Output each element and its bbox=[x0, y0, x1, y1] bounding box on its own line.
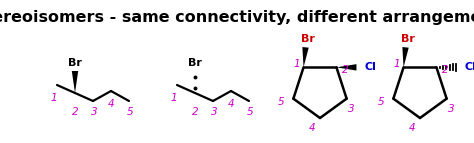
Text: 1: 1 bbox=[293, 59, 300, 69]
Text: 2: 2 bbox=[191, 107, 198, 117]
Text: Stereoisomers - same connectivity, different arrangement: Stereoisomers - same connectivity, diffe… bbox=[0, 10, 474, 25]
Text: Br: Br bbox=[301, 34, 314, 44]
Text: 2: 2 bbox=[72, 107, 78, 117]
Text: 4: 4 bbox=[108, 99, 114, 109]
Text: 4: 4 bbox=[228, 99, 234, 109]
Text: 5: 5 bbox=[378, 97, 385, 107]
Text: 4: 4 bbox=[409, 123, 415, 133]
Text: Cl: Cl bbox=[465, 62, 474, 72]
Text: 3: 3 bbox=[348, 104, 355, 114]
Text: 2: 2 bbox=[442, 65, 449, 75]
Text: 3: 3 bbox=[448, 104, 455, 114]
Text: 5: 5 bbox=[246, 107, 253, 117]
Text: 3: 3 bbox=[210, 107, 217, 117]
Text: 3: 3 bbox=[91, 107, 97, 117]
Text: 1: 1 bbox=[393, 59, 400, 69]
Text: 5: 5 bbox=[278, 97, 285, 107]
Text: 5: 5 bbox=[127, 107, 133, 117]
Text: 2: 2 bbox=[342, 65, 349, 75]
Polygon shape bbox=[72, 71, 78, 93]
Text: Br: Br bbox=[188, 58, 202, 68]
Text: 1: 1 bbox=[51, 93, 57, 103]
Polygon shape bbox=[337, 64, 356, 70]
Text: 4: 4 bbox=[309, 123, 315, 133]
Text: 1: 1 bbox=[171, 93, 177, 103]
Text: Br: Br bbox=[68, 58, 82, 68]
Text: Cl: Cl bbox=[365, 62, 376, 72]
Text: Br: Br bbox=[401, 34, 414, 44]
Polygon shape bbox=[302, 47, 309, 67]
Polygon shape bbox=[402, 47, 409, 67]
